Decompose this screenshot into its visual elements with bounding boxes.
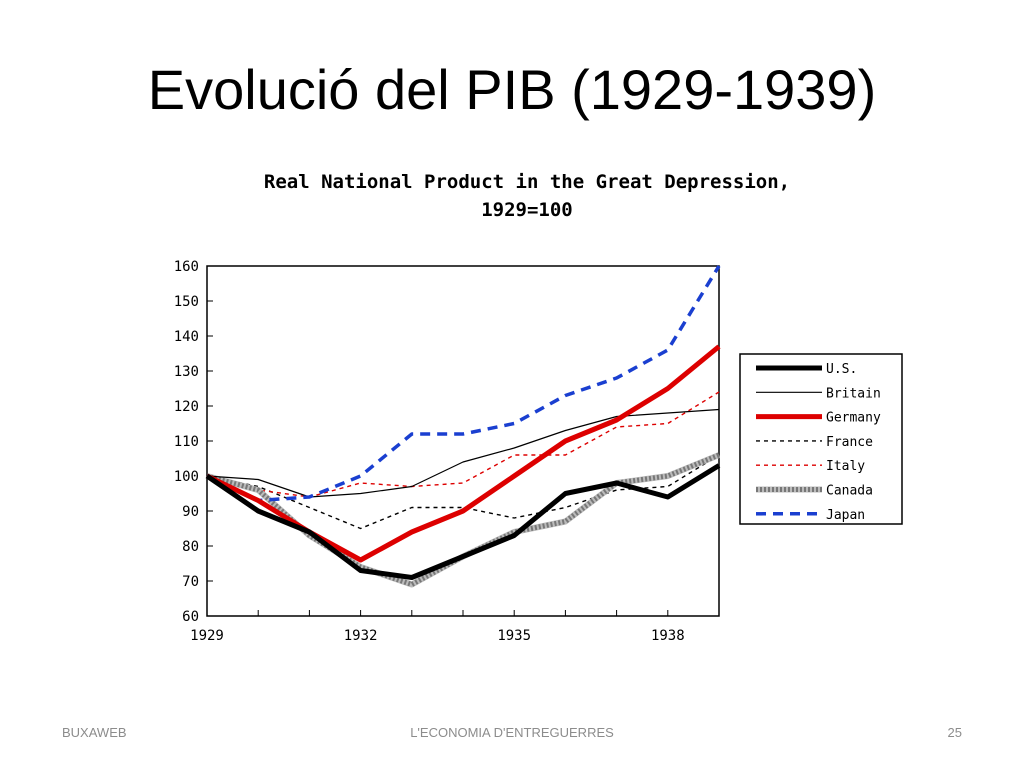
y-tick-label: 110 bbox=[174, 434, 199, 450]
y-tick-label: 120 bbox=[174, 399, 199, 415]
y-tick-label: 70 bbox=[182, 574, 199, 590]
y-tick-label: 150 bbox=[174, 294, 199, 310]
legend-label-japan: Japan bbox=[826, 508, 865, 523]
series-line-france bbox=[206, 454, 720, 530]
legend-label-france: France bbox=[826, 435, 873, 450]
series-line-germany bbox=[205, 344, 721, 563]
x-tick-label: 1932 bbox=[344, 628, 378, 644]
legend-label-britain: Britain bbox=[826, 386, 881, 401]
legend-label-us: U.S. bbox=[826, 362, 857, 377]
y-tick-label: 100 bbox=[174, 469, 199, 485]
x-tick-label: 1929 bbox=[190, 628, 224, 644]
chart-subtitle: 1929=100 bbox=[481, 199, 573, 221]
chart-title: Real National Product in the Great Depre… bbox=[264, 171, 790, 193]
legend-label-italy: Italy bbox=[826, 459, 865, 474]
y-tick-label: 90 bbox=[182, 504, 199, 520]
x-tick-label: 1938 bbox=[651, 628, 685, 644]
series-line-us bbox=[205, 463, 721, 580]
legend-label-germany: Germany bbox=[826, 411, 881, 426]
slide-title: Evolució del PIB (1929-1939) bbox=[147, 58, 877, 121]
y-tick-label: 60 bbox=[182, 609, 199, 625]
y-tick-label: 80 bbox=[182, 539, 199, 555]
series-line-britain bbox=[206, 408, 720, 498]
slide-number: 25 bbox=[947, 725, 962, 740]
y-tick-label: 160 bbox=[174, 259, 199, 275]
series-line-canada bbox=[206, 452, 720, 587]
y-tick-label: 130 bbox=[174, 364, 199, 380]
footer-source: BUXAWEB bbox=[62, 725, 127, 740]
footer-topic: L'ECONOMIA D'ENTREGUERRES bbox=[410, 725, 614, 740]
legend-label-canada: Canada bbox=[826, 484, 873, 499]
x-tick-label: 1935 bbox=[497, 628, 531, 644]
plot-frame bbox=[206, 265, 720, 617]
series-line-japan bbox=[206, 265, 721, 503]
y-tick-label: 140 bbox=[174, 329, 199, 345]
legend-box bbox=[739, 353, 903, 525]
